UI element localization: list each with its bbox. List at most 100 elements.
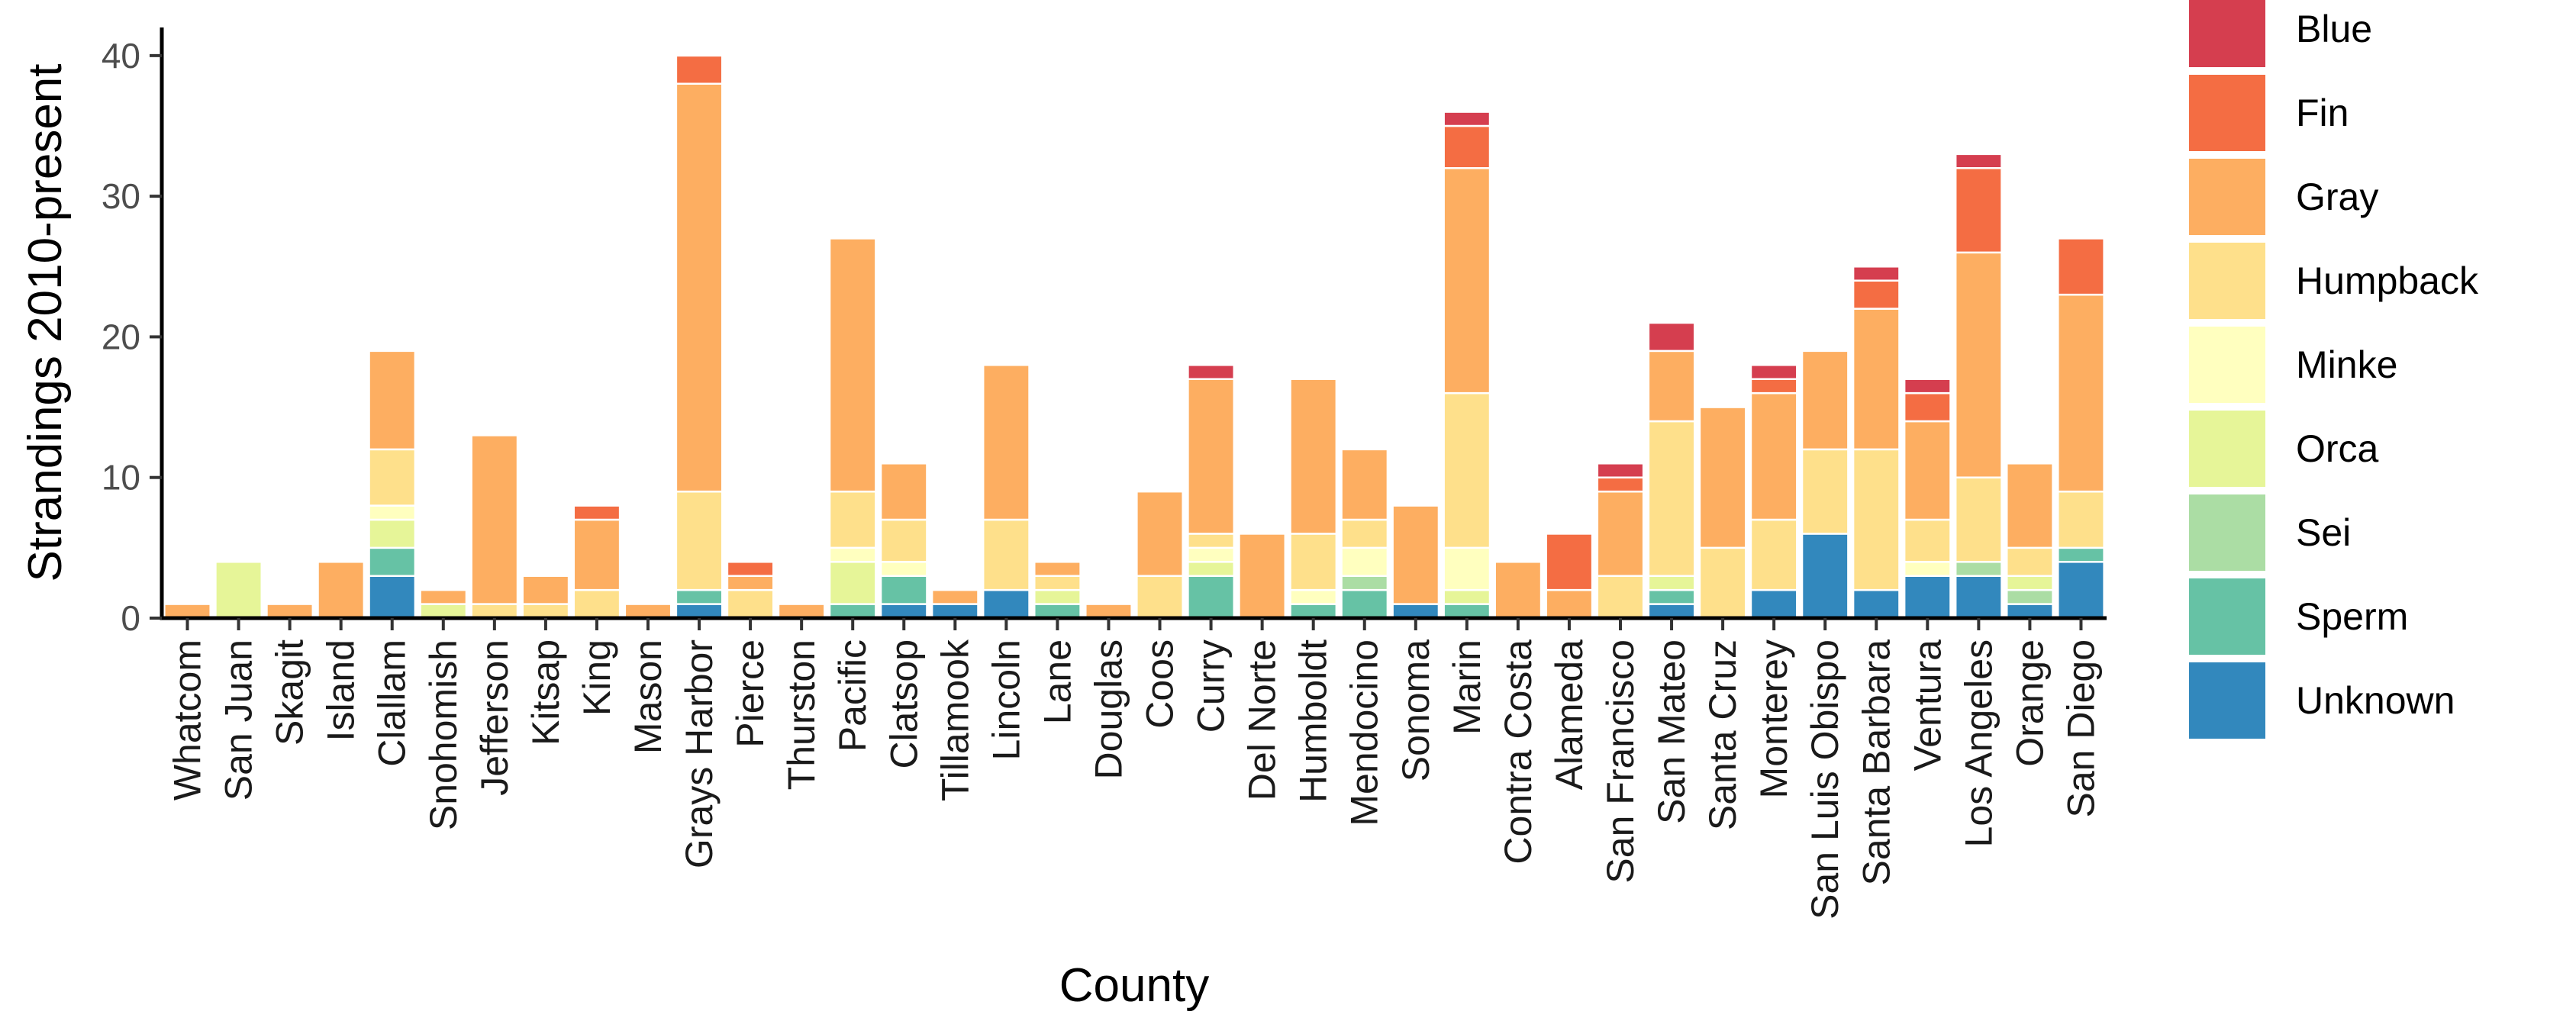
x-tick-label: Santa Cruz xyxy=(1701,639,1744,830)
bar-segment-blue xyxy=(1596,462,1645,478)
bar-segment-gray xyxy=(572,518,621,591)
bar-segment-orca xyxy=(368,518,417,549)
bar-segment-sperm xyxy=(368,546,417,577)
bar-segment-unknown xyxy=(1391,603,1440,620)
bar-segment-orca xyxy=(1187,561,1236,577)
bar-segment-gray xyxy=(163,603,211,620)
legend-swatch-unknown xyxy=(2189,662,2265,739)
x-tick-label: Los Angeles xyxy=(1957,639,2000,847)
bar-segment-blue xyxy=(1852,266,1901,282)
bar-segment-blue xyxy=(1187,364,1236,380)
bar-segment-gray xyxy=(1647,349,1696,423)
bar-segment-humpback xyxy=(726,588,775,620)
bar-segment-sperm xyxy=(675,588,724,605)
x-tick-label: Douglas xyxy=(1088,639,1130,779)
legend-label: Orca xyxy=(2296,427,2379,470)
bar-segment-fin xyxy=(1954,167,2003,254)
bar-segment-gray xyxy=(1085,603,1133,620)
bar-segment-humpback xyxy=(1903,518,1952,563)
bar-segment-fin xyxy=(1852,279,1901,310)
bar-segment-orca xyxy=(1647,575,1696,591)
bar-segment-unknown xyxy=(675,603,724,620)
legend-label: Gray xyxy=(2296,176,2378,218)
bar-segment-orca xyxy=(828,561,877,605)
bar-segment-sperm xyxy=(1187,575,1236,620)
bar-segment-humpback xyxy=(1187,533,1236,549)
legend-swatch-humpback xyxy=(2189,243,2265,319)
x-tick-label: Curry xyxy=(1190,639,1233,733)
x-tick-label: Ventura xyxy=(1906,639,1949,771)
bar-segment-sperm xyxy=(1340,588,1389,620)
bar-segment-sei xyxy=(1340,575,1389,591)
bar-segment-minke xyxy=(1289,588,1338,605)
bar-segment-blue xyxy=(1954,153,2003,169)
y-tick-label: 20 xyxy=(102,317,140,356)
bar-segment-humpback xyxy=(1749,518,1798,591)
x-tick-label: Grays Harbor xyxy=(678,639,721,868)
x-tick-label: Lincoln xyxy=(985,639,1027,760)
bar-segment-humpback xyxy=(368,448,417,507)
legend-swatch-sei xyxy=(2189,494,2265,571)
legend-swatch-sperm xyxy=(2189,578,2265,655)
bar-segment-humpback xyxy=(1033,575,1082,591)
bar-segment-minke xyxy=(879,561,928,577)
x-tick-label: Whatcom xyxy=(166,639,209,800)
legend-label: Sperm xyxy=(2296,595,2408,638)
legend-swatch-orca xyxy=(2189,411,2265,487)
bar-segment-gray xyxy=(879,462,928,521)
bar-segment-humpback xyxy=(879,518,928,563)
bar-segment-blue xyxy=(1443,111,1491,127)
bar-segment-unknown xyxy=(2057,561,2105,620)
x-tick-label: Contra Costa xyxy=(1497,639,1539,865)
bar-segment-sei xyxy=(1954,561,2003,577)
bar-segment-orca xyxy=(2006,575,2054,591)
x-tick-label: Mason xyxy=(627,639,669,754)
x-tick-label: Alameda xyxy=(1548,639,1591,791)
bar-segment-gray xyxy=(1801,349,1849,451)
bar-segment-unknown xyxy=(1852,588,1901,620)
bar-segment-fin xyxy=(726,561,775,577)
x-tick-label: Thurston xyxy=(780,639,823,790)
x-tick-label: San Luis Obispo xyxy=(1804,639,1846,920)
bar-segment-unknown xyxy=(1801,533,1849,620)
bar-segment-minke xyxy=(1187,546,1236,563)
bar-segment-unknown xyxy=(1903,575,1952,620)
y-tick-label: 0 xyxy=(121,598,140,638)
bar-segment-minke xyxy=(1903,561,1952,577)
legend-label: Humpback xyxy=(2296,259,2479,302)
bar-segment-humpback xyxy=(572,588,621,620)
bar-segment-unknown xyxy=(2006,603,2054,620)
bar-segment-humpback xyxy=(1289,533,1338,591)
legend: Blue Fin Gray Humpback Minke Orca Sei Sperm Unkn… xyxy=(2189,0,2479,739)
bar-segment-gray xyxy=(930,588,979,605)
x-tick-label: Clallam xyxy=(371,639,414,767)
x-tick-label: San Juan xyxy=(218,639,260,800)
bar-segment-fin xyxy=(675,54,724,85)
bar-segment-orca xyxy=(1443,588,1491,605)
bar-segment-gray xyxy=(1852,308,1901,451)
bar-segment-gray xyxy=(1698,406,1747,549)
bar-segment-gray xyxy=(1903,420,1952,521)
bar-segment-blue xyxy=(1749,364,1798,380)
bar-segment-gray xyxy=(982,364,1030,521)
x-tick-label: Clatsop xyxy=(882,639,925,769)
legend-swatch-gray xyxy=(2189,159,2265,235)
y-ticks: 0 10 20 30 40 xyxy=(102,36,162,638)
bar-segment-humpback xyxy=(1136,575,1184,620)
x-tick-label: Skagit xyxy=(269,639,311,746)
bar-segment-gray xyxy=(470,434,519,605)
bar-segment-fin xyxy=(1903,391,1952,423)
bar-segment-humpback xyxy=(470,603,519,620)
bar-segment-humpback xyxy=(521,603,570,620)
bar-segment-gray xyxy=(1749,391,1798,521)
bar-segment-gray xyxy=(419,588,468,605)
bar-segment-gray xyxy=(624,603,672,620)
x-tick-label: Orange xyxy=(2008,639,2051,767)
bar-segment-fin xyxy=(1443,124,1491,169)
bar-segment-minke xyxy=(828,546,877,563)
bar-segment-gray xyxy=(2006,462,2054,549)
bar-segment-humpback xyxy=(1698,546,1747,620)
bar-segment-blue xyxy=(1647,321,1696,353)
